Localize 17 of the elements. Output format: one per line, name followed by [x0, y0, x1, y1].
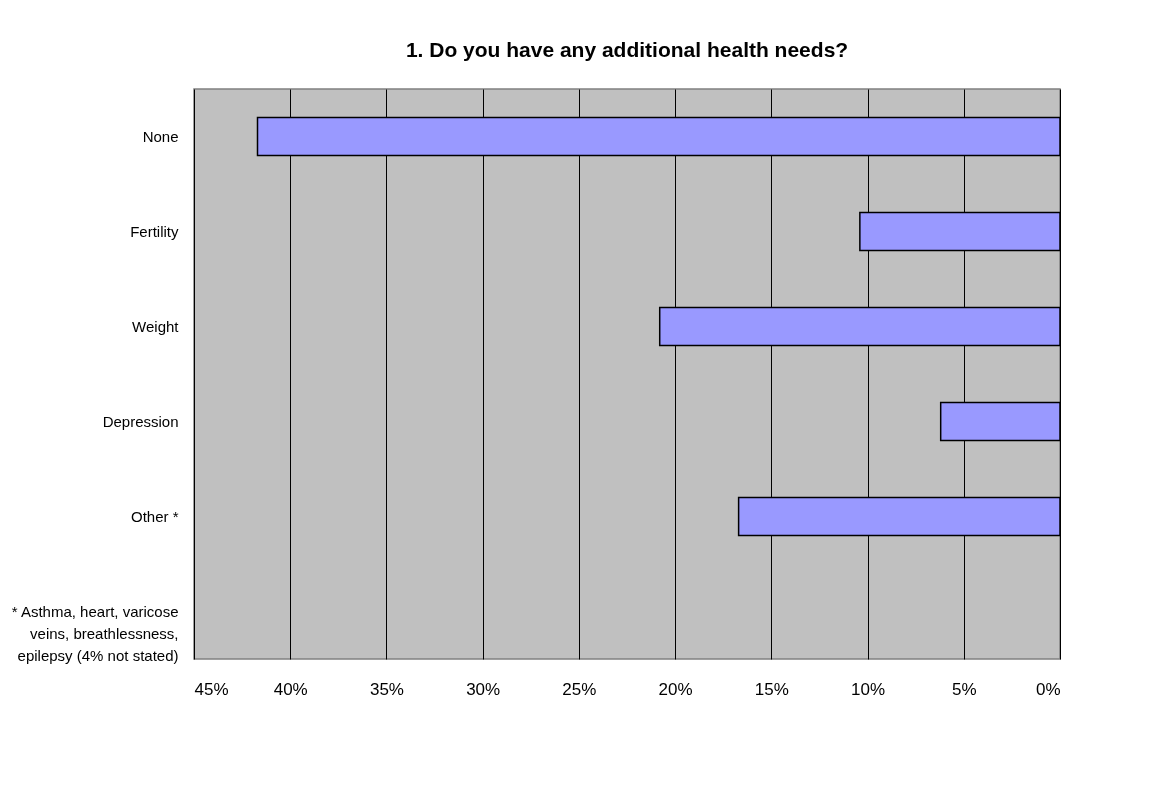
y-tick-label: Other * — [130, 507, 179, 525]
y-tick-label: Weight — [132, 317, 180, 335]
x-tick-label: 15% — [754, 679, 789, 699]
y-tick-label: * Asthma, heart, varicose veins, breathlessness, epilepsy (4% not stated) — [11, 602, 179, 664]
x-tick-label: 10% — [851, 679, 886, 699]
x-tick-label: 35% — [369, 679, 404, 699]
y-tick-label: Fertility — [130, 222, 179, 240]
y-tick-label: None — [142, 127, 179, 145]
chart-title: 1. Do you have any additional health needs? — [405, 38, 849, 61]
x-tick-label: 45% — [194, 679, 229, 699]
x-tick-label: 0% — [1035, 679, 1061, 699]
x-tick-label: 20% — [658, 679, 693, 699]
x-tick-label: 40% — [273, 679, 308, 699]
x-tick-label: 25% — [562, 679, 597, 699]
x-tick-label: 30% — [466, 679, 501, 699]
y-tick-label: Depression — [102, 412, 179, 430]
x-tick-label: 5% — [951, 679, 977, 699]
